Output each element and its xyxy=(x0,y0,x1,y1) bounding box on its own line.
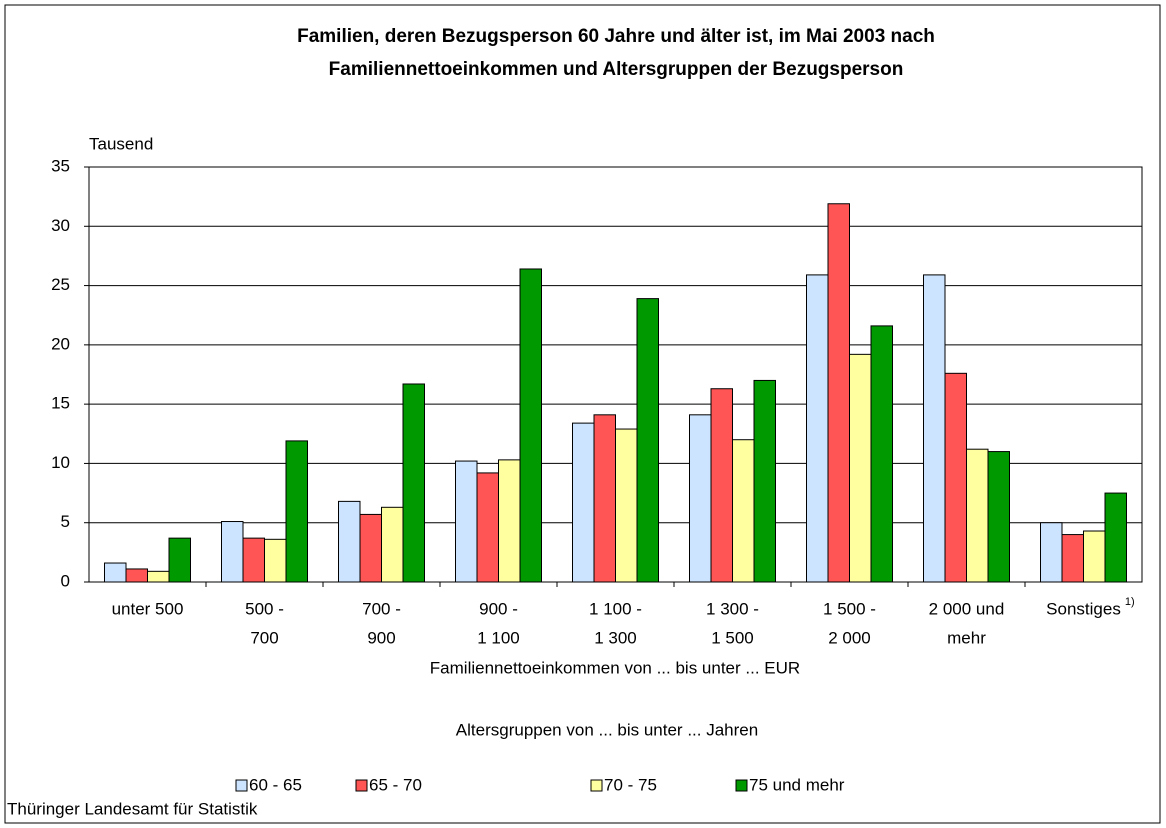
x-tick-label: 900 - xyxy=(479,599,518,618)
x-tick-label: 2 000 und xyxy=(929,599,1005,618)
bar xyxy=(455,460,478,583)
bar xyxy=(636,298,659,583)
y-tick-label: 5 xyxy=(61,512,70,531)
bar xyxy=(1040,522,1063,583)
legend-label: 60 - 65 xyxy=(249,775,302,794)
x-tick-label: mehr xyxy=(947,628,986,647)
legend-swatch xyxy=(590,779,603,792)
bar xyxy=(827,203,850,583)
x-tick-label: 1 500 xyxy=(711,628,754,647)
x-tick-label: 1 300 - xyxy=(706,599,759,618)
bar xyxy=(732,439,755,583)
bar xyxy=(753,379,776,583)
bar xyxy=(359,513,382,583)
y-unit: Tausend xyxy=(89,134,153,153)
legend-swatch xyxy=(235,779,248,792)
bar xyxy=(944,372,967,583)
legend-title: Altersgruppen von ... bis unter ... Jahr… xyxy=(456,720,758,739)
y-tick-label: 10 xyxy=(51,453,70,472)
bar xyxy=(615,428,638,583)
x-tick-label: 1 500 - xyxy=(823,599,876,618)
y-tick-label: 30 xyxy=(51,216,70,235)
bar xyxy=(221,521,244,583)
bar xyxy=(1104,492,1127,583)
x-tick-label: 1 300 xyxy=(594,628,637,647)
bar xyxy=(519,268,542,583)
bar xyxy=(987,451,1010,583)
bar xyxy=(402,383,425,583)
bar xyxy=(1083,530,1106,583)
x-tick-label: 700 - xyxy=(362,599,401,618)
bar xyxy=(710,388,733,583)
source: Thüringer Landesamt für Statistik xyxy=(7,799,258,818)
x-tick-label: 1 100 - xyxy=(589,599,642,618)
bar xyxy=(168,537,191,583)
bar xyxy=(870,325,893,583)
chart-title: Familien, deren Bezugsperson 60 Jahre un… xyxy=(297,26,935,47)
legend-swatch xyxy=(735,779,748,792)
y-tick-label: 25 xyxy=(51,275,70,294)
x-tick-label: Sonstiges xyxy=(1046,599,1121,618)
legend-label: 70 - 75 xyxy=(604,775,657,794)
bar xyxy=(476,472,499,583)
y-tick-label: 15 xyxy=(51,394,70,413)
bar xyxy=(498,459,521,583)
x-tick-label: 700 xyxy=(250,628,278,647)
x-tick-label: 2 000 xyxy=(828,628,871,647)
legend-swatch xyxy=(355,779,368,792)
chart-border xyxy=(4,4,1161,824)
bar xyxy=(125,568,148,583)
bar xyxy=(104,562,127,583)
y-tick-label: 0 xyxy=(61,571,70,590)
legend-label: 75 und mehr xyxy=(749,775,845,794)
x-tick-label: 1 100 xyxy=(477,628,520,647)
bar xyxy=(147,570,170,583)
legend-label: 65 - 70 xyxy=(369,775,422,794)
bar xyxy=(264,538,287,583)
x-axis-label: Familiennettoeinkommen von ... bis unter… xyxy=(430,658,800,677)
bar xyxy=(572,422,595,583)
bar xyxy=(338,500,361,583)
chart-title: Familiennettoeinkommen und Altersgruppen… xyxy=(329,59,904,80)
bar xyxy=(806,274,829,583)
x-tick-label: 500 - xyxy=(245,599,284,618)
bar xyxy=(593,414,616,583)
x-tick-label: 900 xyxy=(367,628,395,647)
bar xyxy=(381,506,404,583)
bar xyxy=(966,448,989,583)
x-tick-label: unter 500 xyxy=(112,599,184,618)
bar xyxy=(1061,534,1084,583)
bar xyxy=(849,353,872,583)
category-note: 1) xyxy=(1125,596,1135,608)
y-tick-label: 35 xyxy=(51,156,70,175)
bar xyxy=(923,274,946,583)
bar xyxy=(242,537,265,583)
bar xyxy=(689,414,712,583)
bar xyxy=(285,440,308,583)
y-tick-label: 20 xyxy=(51,334,70,353)
